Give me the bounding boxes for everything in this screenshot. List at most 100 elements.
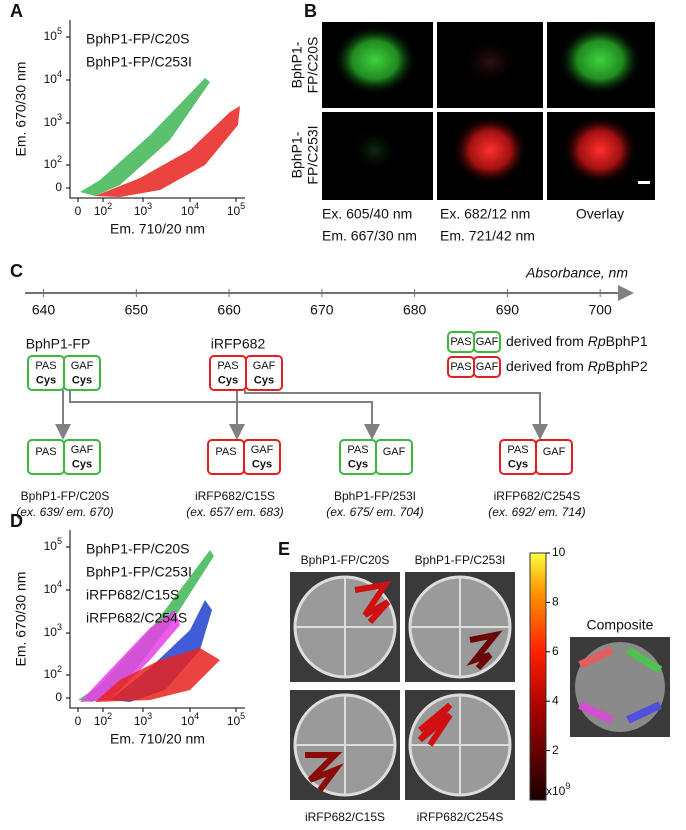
x-tick-label: 102 [94, 711, 112, 728]
mutant-name: iRFP682/C254S [494, 489, 581, 503]
mutant-name: BphP1-FP/C20S [21, 489, 110, 503]
x-tick-label: 102 [94, 201, 112, 218]
plates [290, 552, 670, 801]
domain-name: PAS [217, 360, 238, 372]
y-tick-label: 104 [44, 579, 62, 596]
exponent: 2 [107, 711, 112, 721]
domain-residue: Cys [72, 374, 92, 386]
domain [243, 439, 281, 475]
base: 10 [44, 582, 58, 596]
domain-name: PAS [507, 444, 528, 456]
base: 10 [134, 714, 148, 728]
base: 10 [227, 204, 241, 218]
y-tick-label: 105 [44, 536, 62, 553]
mutant-spectra: (ex. 675/ em. 704) [326, 505, 423, 519]
exponent: 2 [57, 154, 62, 164]
y-axis-label: Em. 670/30 nm [13, 572, 29, 667]
exponent: 3 [147, 711, 152, 721]
protein: BphP2 [606, 358, 648, 374]
axis [69, 530, 245, 709]
domain-name: PAS [347, 444, 368, 456]
domain-residue: Cys [508, 458, 528, 470]
exponent: 4 [194, 711, 199, 721]
base: 10 [181, 714, 195, 728]
colorbar-tick-label: 6 [552, 644, 559, 658]
scatter-cloud [78, 78, 240, 702]
protein: BphP1 [606, 333, 648, 349]
domain-residue: Cys [252, 458, 272, 470]
domain-name: PAS [35, 360, 56, 372]
domain [63, 355, 101, 391]
exponent: 4 [57, 579, 62, 589]
base: 10 [44, 667, 58, 681]
legend-entry: iRFP682/C15S [86, 587, 179, 603]
colorbar-tick-label: 2 [552, 743, 559, 757]
base: 0 [55, 690, 62, 704]
domain-name: PAS [35, 446, 56, 458]
x-tick-label: 103 [134, 201, 152, 218]
y-tick-label: 105 [44, 26, 62, 43]
legend-text: derived from RpBphP1 [506, 333, 648, 349]
y-axis-label: Em. 670/30 nm [13, 62, 29, 157]
domain [245, 355, 283, 391]
row-label: BphP1- [289, 131, 305, 178]
composite-label: Composite [587, 617, 654, 633]
legend-entry: iRFP682/C254S [86, 610, 187, 626]
exponent: 2 [57, 664, 62, 674]
colorbar-tick-label: 10 [552, 545, 566, 559]
base: 0 [55, 180, 62, 194]
tick-label: 670 [310, 302, 334, 318]
y-tick-label: 102 [44, 664, 62, 681]
legend-entry: BphP1-FP/C253I [86, 54, 192, 70]
x-tick-label: 0 [75, 204, 82, 218]
x-tick-label: 105 [227, 201, 245, 218]
tick-label: 690 [496, 302, 520, 318]
exponent: 5 [57, 536, 62, 546]
prefix: derived from [506, 358, 588, 374]
mutant-name: iRFP682/C15S [195, 489, 275, 503]
domain-name: GAF [476, 336, 499, 348]
species: Rp [588, 358, 606, 374]
base: 10 [94, 204, 108, 218]
domain-name: GAF [543, 446, 566, 458]
y-tick-label: 104 [44, 69, 62, 86]
y-tick-label: 0 [55, 690, 62, 704]
row-label: FP/C253I [305, 125, 321, 184]
y-tick-label: 103 [44, 622, 62, 639]
species: Rp [588, 333, 606, 349]
connector-arrows [25, 285, 634, 440]
construct-name: iRFP682 [211, 336, 266, 352]
domain-name: GAF [71, 360, 94, 372]
base: 10 [44, 29, 58, 43]
construct-name: BphP1-FP [26, 336, 91, 352]
y-tick-label: 102 [44, 154, 62, 171]
exponent: 4 [57, 69, 62, 79]
domain [473, 356, 501, 378]
legend-entry: BphP1-FP/C20S [86, 541, 190, 557]
panel-letter: B [304, 1, 317, 21]
domain-residue: Cys [72, 458, 92, 470]
exponent: 3 [147, 201, 152, 211]
column-label: Em. 667/30 nm [322, 228, 417, 244]
row-label: BphP1- [289, 41, 305, 88]
exponent: 5 [240, 201, 245, 211]
base: 0 [75, 714, 82, 728]
axis-title: Absorbance, nm [525, 265, 628, 281]
exponent: 5 [240, 711, 245, 721]
panel-letter: A [10, 1, 23, 21]
base: 10 [44, 625, 58, 639]
mutant-name: BphP1-FP/253I [334, 489, 416, 503]
column-label: Em. 721/42 nm [440, 228, 535, 244]
tick-label: 700 [588, 302, 612, 318]
domain [375, 439, 413, 475]
domain-name: GAF [71, 444, 94, 456]
column-label: Overlay [576, 206, 624, 222]
panel-letter: E [278, 539, 290, 559]
colorbar-tick-label: 8 [552, 595, 559, 609]
base: x10 [546, 784, 566, 798]
exponent: 5 [57, 26, 62, 36]
prefix: derived from [506, 333, 588, 349]
base: 10 [44, 72, 58, 86]
exponent: 4 [194, 201, 199, 211]
domain-name: GAF [253, 360, 276, 372]
